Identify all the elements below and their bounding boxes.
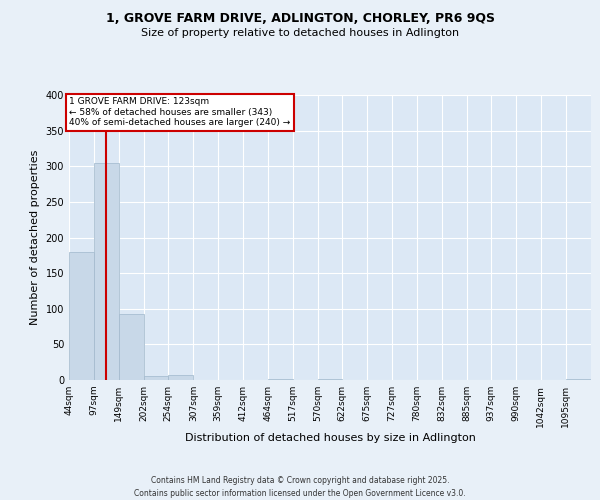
Text: 1 GROVE FARM DRIVE: 123sqm
← 58% of detached houses are smaller (343)
40% of sem: 1 GROVE FARM DRIVE: 123sqm ← 58% of deta…: [70, 97, 291, 127]
Text: Contains public sector information licensed under the Open Government Licence v3: Contains public sector information licen…: [134, 489, 466, 498]
Text: 1, GROVE FARM DRIVE, ADLINGTON, CHORLEY, PR6 9QS: 1, GROVE FARM DRIVE, ADLINGTON, CHORLEY,…: [106, 12, 494, 26]
Text: Size of property relative to detached houses in Adlington: Size of property relative to detached ho…: [141, 28, 459, 38]
Bar: [144, 376, 168, 380]
Bar: [94, 162, 119, 380]
Text: Contains HM Land Registry data © Crown copyright and database right 2025.: Contains HM Land Registry data © Crown c…: [151, 476, 449, 485]
X-axis label: Distribution of detached houses by size in Adlington: Distribution of detached houses by size …: [185, 432, 475, 442]
Bar: [318, 378, 342, 380]
Bar: [119, 314, 144, 380]
Bar: [69, 252, 94, 380]
Bar: [268, 378, 293, 380]
Y-axis label: Number of detached properties: Number of detached properties: [30, 150, 40, 325]
Bar: [168, 375, 193, 380]
